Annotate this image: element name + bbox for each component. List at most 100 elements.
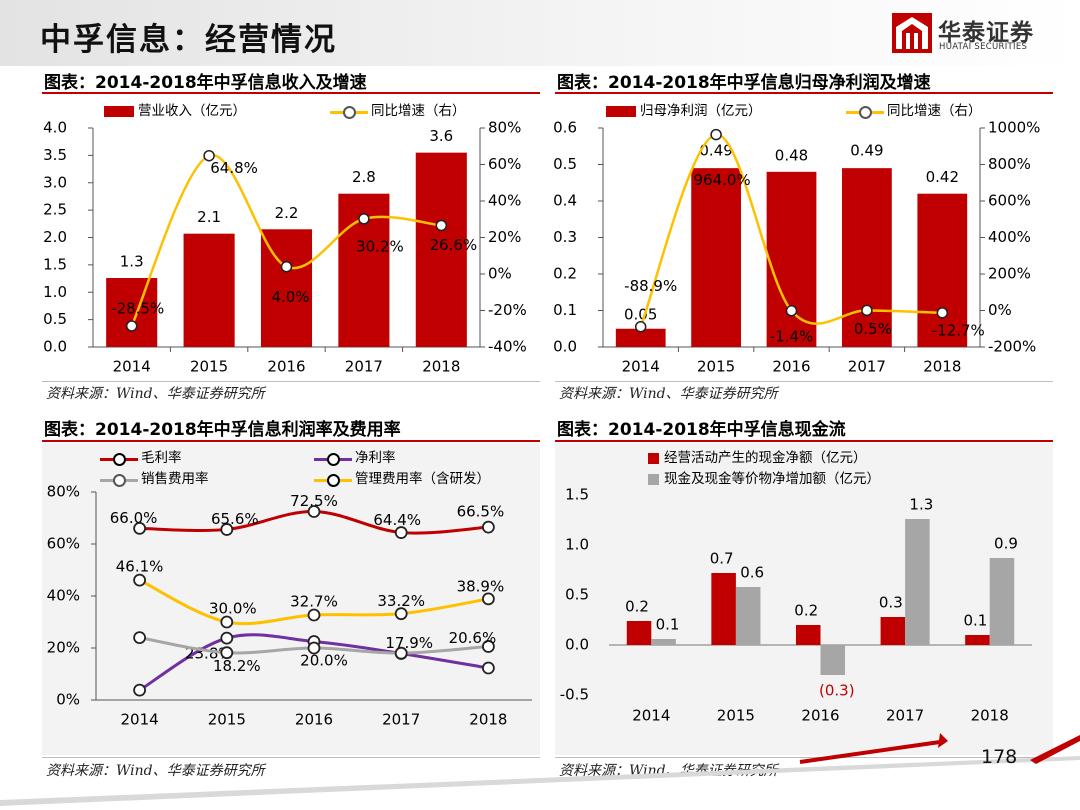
right-tick-label: 0% <box>488 265 512 283</box>
y-tick-label: 1.0 <box>565 536 589 554</box>
series-point <box>481 592 495 606</box>
x-tick-label: 2016 <box>295 711 333 729</box>
legend-swatch <box>314 473 352 487</box>
series-point <box>307 641 321 655</box>
legend-net-cash-increase: 现金及现金等价物净增加额（亿元） <box>648 467 880 487</box>
legend-net-margin: 净利率 <box>314 446 396 466</box>
panel-title-revenue: 图表：2014-2018年中孚信息收入及增速 <box>44 73 367 93</box>
bar <box>735 587 761 645</box>
x-tick-label: 2018 <box>923 358 961 376</box>
left-tick-label: 2.5 <box>43 201 67 219</box>
bar <box>651 639 676 645</box>
x-tick-label: 2016 <box>267 358 305 376</box>
y-tick-label: -0.5 <box>560 686 589 704</box>
source-rule <box>42 381 540 382</box>
legend-sales-expense: 销售费用率 <box>100 467 209 487</box>
left-tick-label: 0.3 <box>553 228 577 246</box>
panel-title-cashflow: 图表：2014-2018年中孚信息现金流 <box>557 420 846 440</box>
right-tick-label: 80% <box>488 119 521 137</box>
series-point <box>133 683 147 697</box>
series-value-label: 46.1% <box>116 558 164 576</box>
bar-value-label: 1.3 <box>909 496 933 514</box>
right-tick-label: -40% <box>488 338 527 356</box>
growth-value-label: -28.5% <box>111 300 164 318</box>
right-tick-label: 400% <box>988 228 1031 246</box>
growth-point <box>203 149 215 162</box>
x-tick-label: 2018 <box>469 711 507 729</box>
growth-value-label: 30.2% <box>356 237 404 255</box>
series-value-label: 20.0% <box>300 652 348 670</box>
bar-value-label: 1.3 <box>120 253 144 271</box>
bar <box>415 152 467 347</box>
chart-background <box>42 443 540 755</box>
chart-background <box>555 443 1053 755</box>
bar <box>106 278 158 347</box>
title-rule <box>555 92 1053 94</box>
huatai-logo-icon <box>892 13 932 53</box>
bar-value-label: 0.05 <box>624 305 657 323</box>
bar <box>917 193 968 347</box>
logo-text-cn: 华泰证券 <box>938 20 1034 46</box>
growth-point <box>936 307 949 319</box>
series-value-label: 30.0% <box>209 600 257 618</box>
left-tick-label: 0.6 <box>553 119 577 137</box>
legend-admin-expense: 管理费用率（含研发） <box>314 467 490 487</box>
x-tick-label: 2014 <box>622 358 660 376</box>
x-tick-label: 2014 <box>632 707 670 725</box>
company-logo: 华泰证券 HUATAI SECURITIES <box>892 13 1062 57</box>
left-tick-label: 0.0 <box>553 338 577 356</box>
series-point <box>220 523 234 536</box>
bar <box>820 645 846 675</box>
bar-value-label: 2.1 <box>197 208 221 226</box>
right-tick-label: 60% <box>488 155 521 173</box>
y-tick-label: 40% <box>47 587 80 605</box>
bar <box>766 171 817 347</box>
bar-value-label: 0.6 <box>740 564 764 582</box>
left-tick-label: 2.0 <box>43 228 67 246</box>
series-point <box>394 607 408 621</box>
x-tick-label: 2017 <box>382 711 420 729</box>
x-tick-label: 2016 <box>801 707 839 725</box>
bar <box>615 328 666 347</box>
legend-swatch <box>648 453 659 464</box>
legend-revenue-growth: 同比增速（右） <box>330 99 466 119</box>
right-tick-label: 200% <box>988 265 1031 283</box>
left-tick-label: 1.5 <box>43 255 67 273</box>
panel-title-net-profit: 图表：2014-2018年中孚信息归母净利润及增速 <box>557 73 931 93</box>
y-tick-label: 20% <box>47 639 80 657</box>
title-rule <box>555 440 1053 442</box>
legend-swatch <box>100 473 138 487</box>
growth-point <box>125 320 138 332</box>
legend-profit-bar: 归母净利润（亿元） <box>606 99 762 119</box>
series-value-label: 17.9% <box>385 634 433 652</box>
bar-value-label: 2.8 <box>352 168 376 186</box>
right-tick-label: 800% <box>988 155 1031 173</box>
bar <box>989 558 1015 645</box>
bar <box>183 233 235 347</box>
right-tick-label: -20% <box>488 301 527 319</box>
legend-profit-growth: 同比增速（右） <box>846 99 982 119</box>
series-value-label: 20.6% <box>449 629 497 647</box>
bar-value-label: 2.2 <box>275 204 299 222</box>
bar <box>905 519 930 645</box>
bar <box>842 168 892 347</box>
series-value-label: 72.5% <box>290 492 338 510</box>
growth-point <box>634 320 647 333</box>
growth-value-label: 964.0% <box>693 171 750 189</box>
x-tick-label: 2015 <box>697 358 735 376</box>
legend-swatch <box>606 106 636 117</box>
panel-title-margins: 图表：2014-2018年中孚信息利润率及费用率 <box>44 420 401 440</box>
series-value-label: 64.4% <box>373 511 421 529</box>
title-rule <box>42 92 540 94</box>
x-tick-label: 2017 <box>345 358 383 376</box>
y-tick-label: 80% <box>47 483 80 501</box>
series-point <box>394 526 408 539</box>
series-value-label: 66.5% <box>457 503 505 521</box>
left-tick-label: 0.4 <box>553 192 577 210</box>
growth-point <box>280 260 293 273</box>
series-value-label: 18.2% <box>213 657 261 675</box>
bar-value-label: 0.49 <box>699 142 732 160</box>
right-tick-label: 600% <box>988 192 1031 210</box>
y-tick-label: 1.5 <box>565 486 589 504</box>
series-point <box>133 573 147 587</box>
